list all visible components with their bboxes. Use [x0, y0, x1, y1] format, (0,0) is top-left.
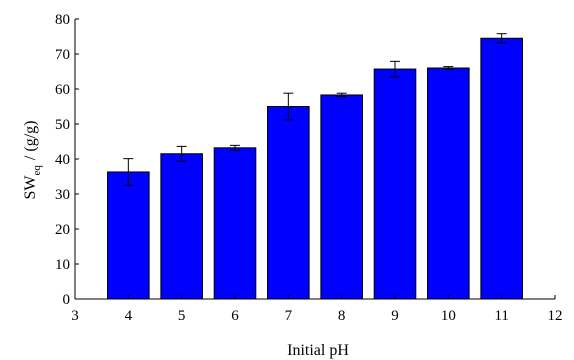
bar-ph-4 — [107, 171, 150, 300]
y-axis-label-unit: / (g/g) — [22, 121, 39, 161]
y-tick-label-70: 70 — [55, 47, 70, 63]
y-tick-label-40: 40 — [55, 152, 70, 168]
y-tick-label-10: 10 — [55, 257, 70, 273]
x-tick-label-11: 11 — [494, 308, 508, 324]
x-tick-label-10: 10 — [441, 308, 456, 324]
x-tick-label-3: 3 — [71, 308, 79, 324]
bar-ph-8 — [320, 94, 363, 300]
x-tick-label-9: 9 — [391, 308, 399, 324]
bar-ph-10 — [427, 67, 470, 300]
bar-ph-6 — [213, 147, 257, 300]
y-axis-label-main: SW — [22, 175, 39, 200]
x-axis-label: Initial pH — [287, 342, 349, 359]
x-tick-label-7: 7 — [285, 308, 293, 324]
error-bars — [123, 33, 507, 186]
y-tick-label-50: 50 — [55, 117, 70, 133]
y-tick-label-80: 80 — [55, 12, 70, 28]
x-tick-label-4: 4 — [125, 308, 133, 324]
x-tick-label-6: 6 — [231, 308, 239, 324]
bar-ph-9 — [373, 68, 417, 300]
x-ticks: 3 4 5 6 7 8 9 10 11 12 — [71, 295, 563, 324]
y-tick-label-60: 60 — [55, 82, 70, 98]
y-axis-label-subscript: eq — [31, 165, 43, 176]
y-axis-label: SWeq / (g/g) — [22, 121, 43, 200]
x-tick-label-12: 12 — [548, 308, 563, 324]
x-tick-label-5: 5 — [178, 308, 186, 324]
y-tick-label-0: 0 — [63, 292, 71, 308]
bar-ph-5 — [160, 153, 203, 300]
bar-ph-7 — [267, 106, 310, 300]
y-tick-label-30: 30 — [55, 187, 70, 203]
y-tick-label-20: 20 — [55, 222, 70, 238]
y-ticks: 0 10 20 30 40 50 60 70 80 — [55, 12, 79, 308]
bar-ph-11 — [480, 37, 523, 300]
bars — [107, 37, 523, 300]
x-tick-label-8: 8 — [338, 308, 346, 324]
